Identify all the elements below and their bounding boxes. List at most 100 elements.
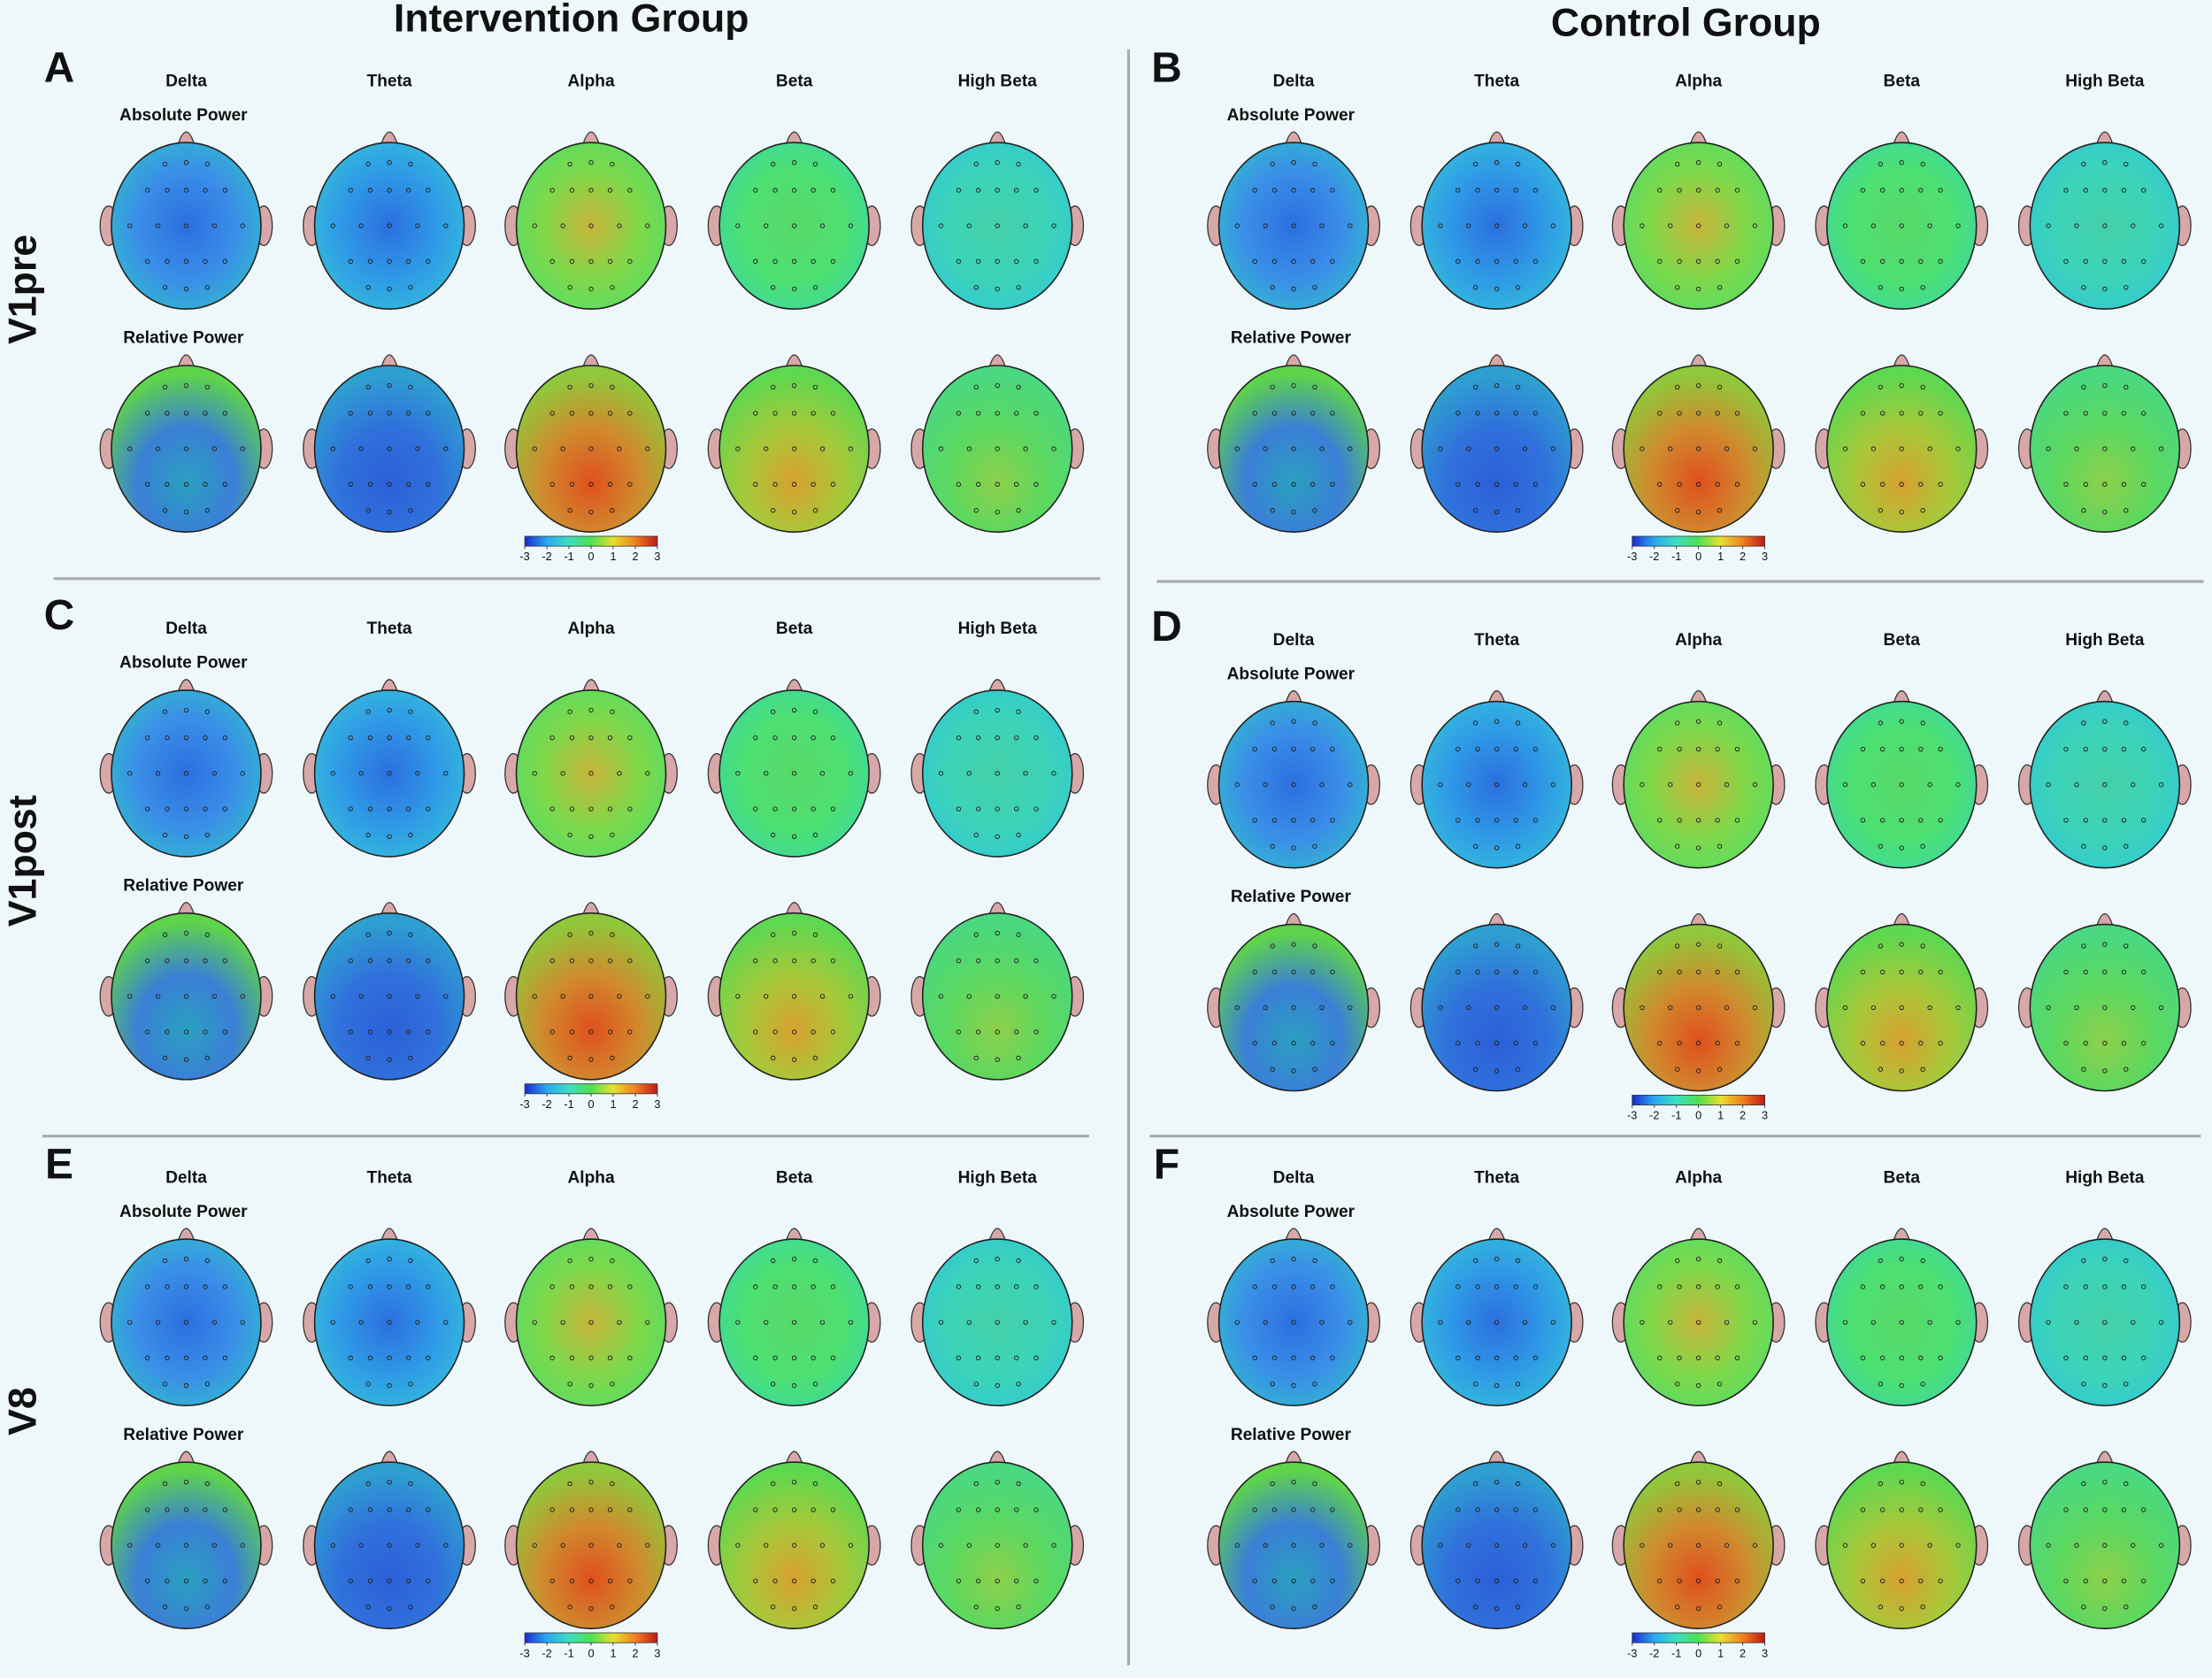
electrode bbox=[1291, 1284, 1296, 1289]
electrode bbox=[1677, 1355, 1682, 1361]
colorbar-tick-label: -1 bbox=[564, 550, 573, 563]
electrode bbox=[1466, 1004, 1471, 1011]
electrode bbox=[1717, 1382, 1723, 1387]
electrode bbox=[2124, 1481, 2129, 1487]
electrode bbox=[1752, 1320, 1758, 1325]
colorbar-tick-label: 0 bbox=[588, 1646, 595, 1659]
electrode bbox=[358, 1543, 364, 1548]
electrode bbox=[1473, 508, 1479, 513]
electrode bbox=[1270, 1258, 1275, 1264]
electrode bbox=[764, 223, 769, 228]
electrode bbox=[848, 223, 854, 228]
electrode bbox=[387, 1382, 392, 1389]
electrode bbox=[2140, 481, 2147, 487]
electrode bbox=[2083, 258, 2089, 265]
electrode bbox=[222, 1284, 228, 1289]
electrode bbox=[1466, 446, 1471, 451]
electrode bbox=[1252, 1041, 1257, 1046]
electrode bbox=[1023, 446, 1028, 451]
electrode bbox=[810, 958, 816, 964]
electrode bbox=[387, 258, 392, 265]
electrode bbox=[1515, 508, 1521, 513]
electrode bbox=[610, 384, 615, 390]
electrode bbox=[1310, 818, 1316, 823]
electrode bbox=[1475, 188, 1480, 193]
electrode bbox=[183, 1320, 189, 1325]
electrode bbox=[387, 930, 392, 936]
electrode bbox=[1878, 1258, 1884, 1264]
electrode bbox=[1842, 223, 1848, 228]
topomap bbox=[718, 142, 870, 311]
electrode bbox=[1513, 1284, 1518, 1289]
electrode bbox=[1014, 411, 1019, 416]
electrode bbox=[771, 832, 776, 838]
electrode bbox=[367, 481, 373, 487]
electrode bbox=[2074, 223, 2079, 228]
electrode bbox=[810, 1355, 816, 1361]
electrode bbox=[1438, 223, 1443, 228]
electrode bbox=[1752, 223, 1758, 228]
colorbar-tick-label: 2 bbox=[1740, 1109, 1746, 1122]
electrode bbox=[165, 258, 170, 265]
electrode bbox=[1270, 285, 1275, 290]
electrode bbox=[1734, 1578, 1740, 1584]
colorbar-tick-label: -3 bbox=[519, 1646, 529, 1659]
electrode bbox=[2074, 1004, 2079, 1011]
electrode bbox=[1920, 720, 1925, 726]
electrode bbox=[408, 1055, 413, 1061]
electrode bbox=[408, 1605, 413, 1610]
electrode bbox=[183, 509, 189, 515]
electrode bbox=[753, 1284, 758, 1289]
electrode bbox=[1918, 1507, 1924, 1513]
electrode bbox=[2081, 384, 2086, 390]
colorbar-tick-label: -3 bbox=[1627, 1646, 1637, 1659]
electrode bbox=[1927, 781, 1932, 788]
electrode bbox=[588, 446, 594, 451]
electrode bbox=[1494, 159, 1500, 165]
electrode bbox=[1494, 1355, 1500, 1361]
electrode bbox=[1715, 481, 1720, 487]
electrode bbox=[426, 1029, 431, 1035]
electrode bbox=[2121, 411, 2127, 416]
electrode bbox=[415, 1320, 420, 1325]
colorbar bbox=[1632, 1632, 1765, 1643]
electrode bbox=[1532, 1284, 1539, 1289]
electrode bbox=[1899, 1257, 1904, 1262]
electrode bbox=[1842, 781, 1848, 788]
electrode bbox=[1515, 161, 1521, 167]
electrode bbox=[127, 771, 133, 776]
electrode bbox=[1330, 481, 1335, 487]
colorbar-tick-label: 2 bbox=[632, 550, 638, 563]
electrode bbox=[753, 481, 758, 487]
colorbar-tick-label: 3 bbox=[654, 550, 660, 563]
electrode bbox=[549, 1029, 555, 1035]
electrode bbox=[791, 258, 797, 265]
electrode bbox=[1675, 1382, 1680, 1387]
electrode bbox=[1920, 1258, 1925, 1264]
electrode bbox=[2121, 481, 2127, 487]
electrode bbox=[1466, 1320, 1471, 1325]
electrode bbox=[2121, 818, 2127, 823]
electrode bbox=[1234, 1543, 1240, 1548]
electrode bbox=[426, 1284, 431, 1289]
electrode bbox=[1695, 781, 1701, 788]
electrode bbox=[1473, 1066, 1479, 1072]
electrode bbox=[1918, 481, 1924, 487]
electrode bbox=[569, 258, 575, 265]
electrode bbox=[1051, 1320, 1056, 1325]
electrode bbox=[1291, 509, 1296, 515]
electrode bbox=[645, 446, 650, 451]
electrode bbox=[1695, 1543, 1701, 1548]
electrode bbox=[365, 932, 371, 937]
electrode bbox=[1752, 781, 1758, 788]
electrode bbox=[607, 1029, 613, 1035]
topomap bbox=[1217, 1461, 1370, 1629]
electrode bbox=[443, 994, 449, 999]
electrode bbox=[753, 411, 758, 416]
electrode bbox=[2081, 285, 2086, 290]
electrode bbox=[1310, 1355, 1316, 1361]
electrode bbox=[2063, 188, 2069, 193]
electrode bbox=[764, 994, 769, 999]
electrode bbox=[810, 735, 816, 741]
topomap bbox=[515, 689, 667, 858]
